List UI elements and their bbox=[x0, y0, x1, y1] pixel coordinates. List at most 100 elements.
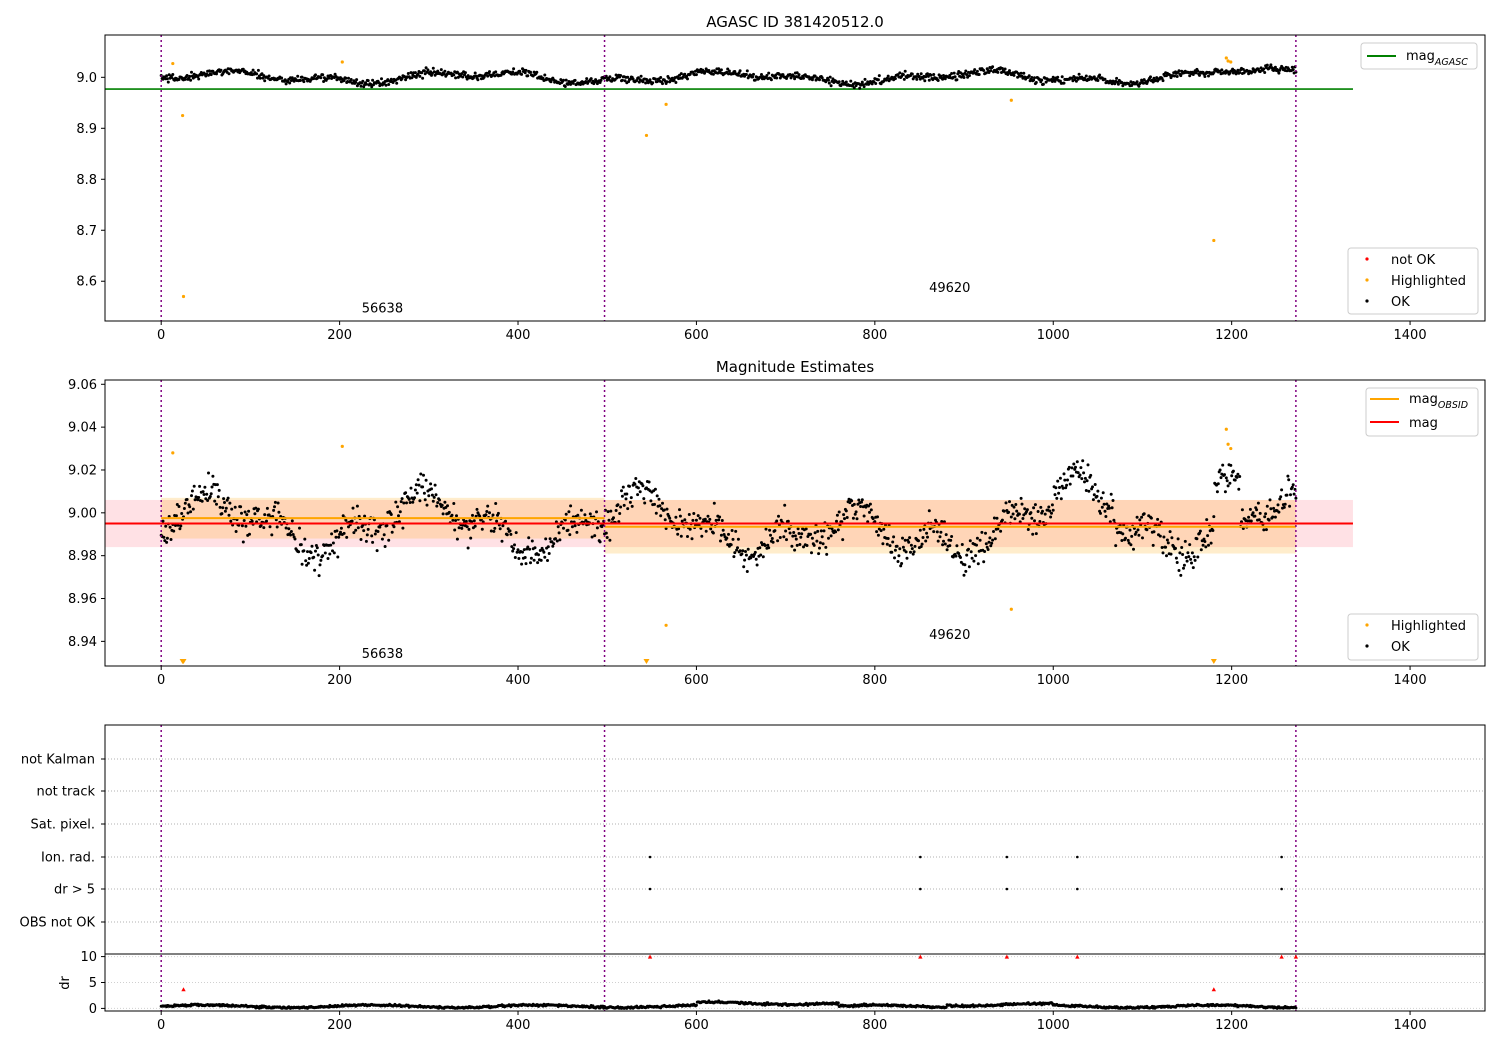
ok-point bbox=[259, 524, 263, 527]
ok-point bbox=[1152, 76, 1156, 80]
ok-point bbox=[943, 542, 947, 546]
ok-point bbox=[384, 83, 388, 87]
ok-point bbox=[1126, 538, 1130, 542]
x-tick-label: 1400 bbox=[1394, 328, 1427, 343]
ok-point bbox=[305, 563, 309, 567]
ok-point bbox=[417, 483, 421, 487]
ok-point bbox=[430, 487, 433, 491]
ok-point bbox=[185, 74, 189, 77]
ok-point bbox=[413, 496, 416, 500]
ok-point bbox=[253, 512, 257, 516]
ok-point bbox=[1262, 67, 1266, 71]
ok-point bbox=[733, 551, 737, 555]
ok-point bbox=[321, 554, 325, 558]
ok-point bbox=[730, 529, 734, 532]
ok-point bbox=[714, 518, 718, 522]
ok-point bbox=[607, 518, 611, 522]
ok-point bbox=[258, 76, 262, 80]
ok-point bbox=[336, 555, 340, 559]
ok-point bbox=[165, 540, 169, 544]
ok-point bbox=[950, 72, 954, 75]
ok-point bbox=[1039, 505, 1043, 509]
ok-point bbox=[829, 534, 833, 538]
ok-point bbox=[1149, 75, 1152, 79]
ok-point bbox=[1014, 503, 1018, 506]
ok-point bbox=[770, 537, 774, 540]
ok-point bbox=[999, 529, 1003, 533]
ok-point bbox=[1091, 498, 1095, 502]
ok-point bbox=[1278, 497, 1282, 501]
ok-point bbox=[1263, 515, 1267, 519]
ok-point bbox=[1168, 530, 1172, 534]
ok-point bbox=[373, 532, 377, 536]
ok-point bbox=[672, 78, 676, 82]
ok-point bbox=[1288, 504, 1292, 508]
x-tick-label: 1400 bbox=[1394, 673, 1427, 688]
ok-point bbox=[411, 500, 415, 504]
ok-point bbox=[629, 496, 633, 500]
ok-point bbox=[1136, 528, 1140, 532]
ok-point bbox=[852, 502, 856, 506]
ok-point bbox=[845, 516, 849, 519]
ok-point bbox=[1141, 536, 1144, 540]
ok-point bbox=[188, 505, 192, 509]
ok-point bbox=[1132, 547, 1135, 551]
ok-point bbox=[1027, 74, 1031, 78]
ok-point bbox=[1186, 551, 1190, 555]
ok-point bbox=[330, 532, 334, 536]
legend-box bbox=[1360, 42, 1478, 70]
ok-point bbox=[764, 527, 768, 531]
ok-point bbox=[222, 497, 226, 501]
panel-3-axes: not Kalman not track Sat. pixel. Ion. rad. d… bbox=[20, 753, 1427, 1034]
ok-point bbox=[926, 72, 929, 76]
ok-point bbox=[575, 530, 579, 534]
ok-point bbox=[1070, 466, 1074, 470]
ok-point bbox=[1008, 500, 1011, 504]
ok-point bbox=[1019, 71, 1023, 75]
ok-point bbox=[511, 549, 515, 553]
ok-point bbox=[1002, 509, 1006, 513]
ok-point bbox=[409, 71, 413, 75]
ok-point bbox=[371, 78, 375, 82]
ok-point bbox=[180, 512, 184, 515]
ok-point bbox=[901, 545, 905, 549]
ok-point bbox=[1104, 515, 1108, 518]
ok-point bbox=[241, 67, 245, 71]
ok-point bbox=[1179, 74, 1183, 78]
ok-point bbox=[1287, 478, 1291, 482]
ok-point bbox=[354, 80, 358, 84]
ok-point bbox=[289, 530, 293, 533]
ok-point bbox=[943, 77, 947, 81]
ok-point bbox=[731, 537, 735, 541]
ok-point bbox=[910, 547, 914, 551]
ok-point bbox=[418, 499, 422, 503]
ok-point bbox=[164, 524, 168, 528]
ok-point bbox=[711, 72, 715, 76]
ok-point bbox=[221, 506, 225, 510]
ok-point bbox=[712, 501, 716, 505]
ok-point bbox=[964, 569, 968, 573]
ok-point bbox=[741, 549, 745, 553]
x-tick-label: 800 bbox=[862, 1018, 887, 1033]
dr-not-ok-point bbox=[647, 954, 653, 959]
ok-point bbox=[369, 82, 373, 86]
ok-point bbox=[855, 517, 859, 521]
highlighted-point bbox=[1212, 238, 1216, 243]
ok-point bbox=[1193, 558, 1197, 562]
ok-point bbox=[694, 518, 698, 522]
ok-point bbox=[460, 526, 464, 530]
ok-point bbox=[1095, 494, 1099, 498]
ok-point bbox=[529, 70, 532, 74]
ok-point bbox=[489, 529, 493, 533]
ok-point bbox=[576, 513, 580, 517]
ok-point bbox=[959, 556, 962, 559]
ok-point bbox=[687, 513, 691, 516]
ok-point bbox=[209, 492, 213, 496]
panel-3-frame bbox=[104, 724, 1486, 1012]
ok-point bbox=[1205, 518, 1209, 522]
ok-point bbox=[871, 517, 875, 521]
ok-point bbox=[215, 483, 219, 487]
ok-point bbox=[1270, 66, 1274, 70]
ok-point bbox=[619, 74, 623, 77]
ok-point bbox=[992, 516, 996, 520]
